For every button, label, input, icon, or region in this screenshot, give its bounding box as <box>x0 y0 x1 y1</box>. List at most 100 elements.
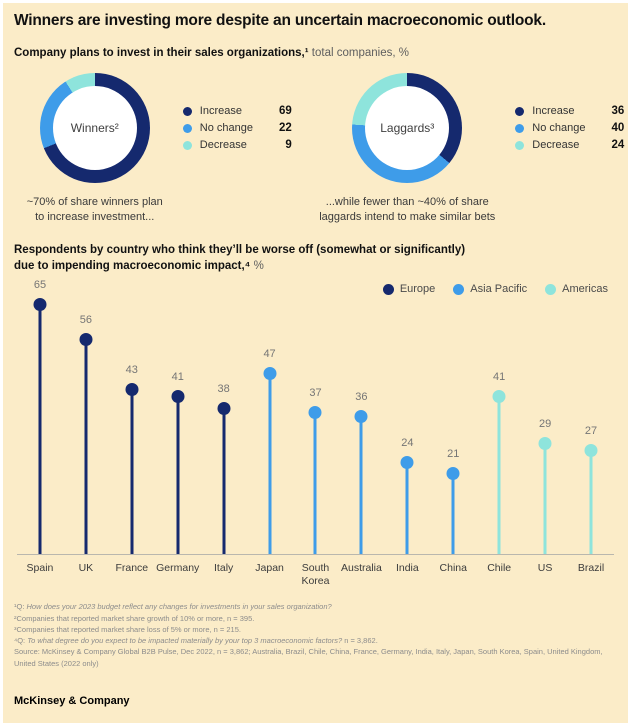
uk-value-label: 56 <box>79 313 92 326</box>
brazil-value-label: 27 <box>584 425 598 438</box>
donut-group-laggards: Laggards³ ...while fewer than ~40% of sha… <box>316 73 629 226</box>
footnote-2: ²Companies that reported market share gr… <box>14 613 617 624</box>
donut-section-heading-regular: total companies, % <box>308 47 409 59</box>
south-korea-value-label: 37 <box>309 386 322 399</box>
laggards-donut-hole: Laggards³ <box>365 86 450 170</box>
laggards-legend-label: Increase <box>532 105 575 117</box>
lollipop-india: 24 <box>384 283 430 555</box>
footnote-3: ³Companies that reported market share lo… <box>14 624 617 635</box>
germany-value-label: 41 <box>171 371 184 384</box>
us-value-label: 29 <box>538 417 552 430</box>
lollipop-japan: 47 <box>247 283 293 555</box>
donut-column-laggards: Laggards³ ...while fewer than ~40% of sha… <box>319 73 495 226</box>
lollipop-uk: 56 <box>63 283 109 555</box>
lollipop-item-italy: 38 <box>201 383 247 555</box>
winners-legend-label: Decrease <box>199 139 247 151</box>
asia-pacific-legend-dot-icon <box>453 283 465 295</box>
winners-caption: ~70% of share winners plan to increase in… <box>27 195 163 226</box>
winners-caption-line-1: ~70% of share winners plan <box>26 196 163 208</box>
south-korea-data-point-dot <box>308 405 322 419</box>
donut-charts-row: Winners² ~70% of share winners plan to inc… <box>3 73 628 226</box>
laggards-legend-value: 36 <box>611 105 625 117</box>
brazil-axis-label: Brazil <box>577 562 605 575</box>
uk-stem <box>84 338 88 555</box>
south-korea-axis-label: South Korea <box>301 562 330 587</box>
south-korea-stem <box>313 411 317 555</box>
laggards-legend-label: No change <box>532 122 586 134</box>
winners-legend: Increase 69 No change 22 Decrease 9 <box>182 73 292 183</box>
footnote-4-segment: To what degree do you expect to be impac… <box>27 636 343 646</box>
winners-donut-hole: Winners² <box>52 86 137 170</box>
lollipop-item-japan: 47 <box>247 348 293 555</box>
no-change-legend-dot-icon <box>182 123 192 133</box>
italy-axis-label: Italy <box>214 562 234 575</box>
us-axis-label: US <box>537 562 553 575</box>
chile-stem <box>497 396 501 555</box>
country-section-heading-line2-bold: due to impending macroeconomic impact,⁴ <box>14 260 251 273</box>
legend-item-europe: Europe <box>382 283 435 295</box>
italy-data-point-dot <box>217 401 231 415</box>
decrease-legend-dot-icon <box>182 140 192 150</box>
decrease-legend-dot-icon <box>515 140 525 150</box>
australia-stem <box>359 415 363 555</box>
laggards-legend-label: Decrease <box>532 139 580 151</box>
japan-axis-label: Japan <box>255 562 284 575</box>
france-stem <box>130 388 134 555</box>
italy-stem <box>222 407 226 555</box>
france-value-label: 43 <box>125 363 138 376</box>
lollipop-item-france: 43 <box>109 364 155 555</box>
americas-legend-dot-icon <box>545 283 557 295</box>
footnote-5: Source: McKinsey & Company Global B2B Pu… <box>14 646 617 669</box>
legend-item-asia-pacific: Asia Pacific <box>453 283 527 295</box>
footnote-4: ⁴Q: To what degree do you expect to be i… <box>14 635 617 646</box>
winners-legend-item-increase: Increase 69 <box>182 105 292 117</box>
us-data-point-dot <box>538 436 552 450</box>
europe-legend-dot-icon <box>382 283 394 295</box>
laggards-legend-value: 24 <box>611 139 625 151</box>
increase-legend-dot-icon <box>182 106 192 116</box>
laggards-legend-item-no-change: No change 40 <box>515 122 624 134</box>
no-change-legend-dot-icon <box>515 123 525 133</box>
page-title: Winners are investing more despite an un… <box>14 12 546 29</box>
brazil-stem <box>589 450 593 555</box>
chart-legend: Europe Asia Pacific Americas <box>382 283 608 295</box>
lollipop-item-brazil: 27 <box>568 425 614 555</box>
germany-data-point-dot <box>171 390 185 404</box>
india-stem <box>405 461 409 555</box>
lollipop-australia: 36 <box>338 283 384 555</box>
laggards-legend-item-decrease: Decrease 24 <box>515 139 624 151</box>
lollipop-item-germany: 41 <box>155 371 201 555</box>
winners-caption-line-2: to increase investment... <box>35 211 155 224</box>
china-stem <box>451 473 455 555</box>
country-section-heading-line2-regular: % <box>250 260 264 273</box>
country-section-heading-line1: Respondents by country who think they’ll… <box>14 243 466 256</box>
japan-data-point-dot <box>263 367 277 381</box>
laggards-caption-line-2: laggards intend to make similar bets <box>319 211 496 224</box>
china-data-point-dot <box>446 467 460 481</box>
footnote-2-segment: ²Companies that reported market share gr… <box>14 613 255 623</box>
legend-label-asia-pacific: Asia Pacific <box>470 283 528 296</box>
spain-stem <box>38 304 42 555</box>
laggards-caption-line-1: ...while fewer than ~40% of share <box>325 196 489 208</box>
winners-legend-label: Increase <box>199 105 242 117</box>
winners-legend-item-no-change: No change 22 <box>182 122 292 134</box>
chile-axis-label: Chile <box>487 562 512 575</box>
laggards-caption: ...while fewer than ~40% of share laggard… <box>319 195 495 226</box>
uk-data-point-dot <box>79 332 93 346</box>
legend-item-americas: Americas <box>545 283 608 295</box>
x-axis-labels: Spain UK France Germany Italy Japan South Kore… <box>17 562 614 587</box>
footnotes: ¹Q: How does your 2023 budget reflect an… <box>14 601 617 669</box>
lollipop-chart: Europe Asia Pacific Americas 65 56 43 41 38 47 3… <box>17 279 614 587</box>
lollipop-item-south-korea: 37 <box>293 387 339 555</box>
winners-legend-value: 69 <box>278 105 292 117</box>
uk-axis-label: UK <box>78 562 94 575</box>
legend-label-americas: Americas <box>562 283 608 296</box>
japan-stem <box>268 373 272 555</box>
india-value-label: 24 <box>401 436 414 449</box>
lollipop-spain: 65 <box>17 279 63 555</box>
country-section-heading: Respondents by country who think they’ll… <box>14 242 617 275</box>
italy-value-label: 38 <box>217 382 230 395</box>
china-axis-label: China <box>439 562 467 575</box>
footnote-5-segment: Source: McKinsey & Company Global B2B Pu… <box>14 647 603 668</box>
